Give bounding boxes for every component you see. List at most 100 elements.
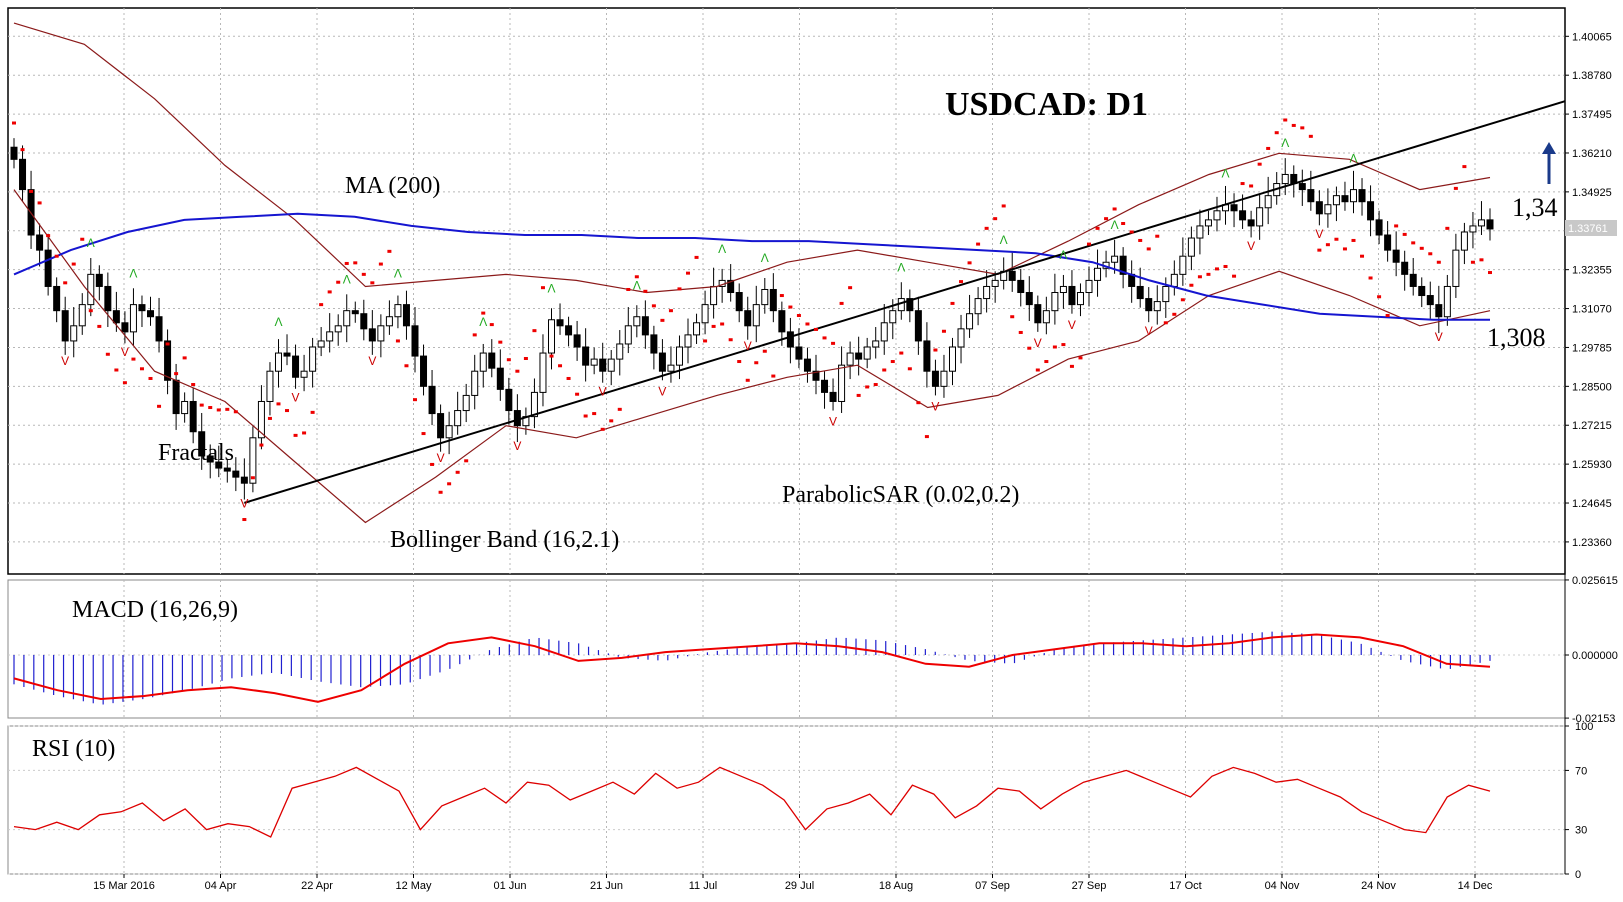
sar-dot bbox=[421, 432, 426, 436]
candle bbox=[880, 304, 888, 355]
candle bbox=[829, 378, 837, 411]
candle bbox=[1384, 221, 1392, 262]
candle-body bbox=[1162, 285, 1170, 303]
price-tick-label: 1.25930 bbox=[1572, 459, 1612, 471]
time-tick-label: 04 Apr bbox=[205, 880, 237, 892]
sar-dot bbox=[182, 356, 187, 360]
candle-body bbox=[1170, 273, 1178, 287]
candle bbox=[1068, 270, 1076, 314]
candle bbox=[479, 343, 487, 388]
candle-body bbox=[87, 273, 95, 306]
bollinger-label: Bollinger Band (16,2.1) bbox=[390, 527, 619, 553]
candle-body bbox=[803, 358, 811, 372]
sar-dot bbox=[711, 324, 716, 328]
candle bbox=[1324, 188, 1332, 228]
candle bbox=[761, 277, 769, 314]
candle bbox=[1187, 226, 1195, 271]
time-tick-label: 29 Jul bbox=[785, 880, 814, 892]
candle bbox=[87, 258, 95, 317]
candle bbox=[402, 290, 410, 340]
sar-dot bbox=[1428, 252, 1433, 256]
sar-dot bbox=[1351, 238, 1356, 242]
candle bbox=[616, 330, 624, 376]
sar-dot bbox=[293, 433, 298, 437]
candle bbox=[266, 362, 274, 416]
sar-dot bbox=[1052, 345, 1057, 349]
sar-dot bbox=[1214, 267, 1219, 271]
price-tick-label: 1.29785 bbox=[1572, 342, 1612, 354]
candle bbox=[44, 233, 52, 296]
candle bbox=[1418, 277, 1426, 308]
candle bbox=[420, 344, 428, 396]
candle-body bbox=[530, 391, 538, 418]
candle-body bbox=[53, 285, 61, 312]
price-tick-label: 1.28500 bbox=[1572, 381, 1612, 393]
candle-body bbox=[821, 379, 829, 393]
candle-body bbox=[667, 364, 675, 372]
candle-body bbox=[633, 316, 641, 327]
fractal-up-mark: Λ bbox=[897, 260, 905, 274]
candle bbox=[181, 392, 189, 423]
rsi-line bbox=[13, 766, 1491, 838]
candle-body bbox=[402, 304, 410, 327]
candle-body bbox=[991, 279, 999, 287]
sar-dot bbox=[1402, 232, 1407, 236]
candle bbox=[991, 271, 999, 303]
candle bbox=[957, 314, 965, 364]
candle-body bbox=[812, 370, 820, 381]
candle bbox=[530, 378, 538, 429]
sar-dot bbox=[600, 427, 605, 431]
candle bbox=[1094, 249, 1102, 297]
sar-label: ParabolicSAR (0.02,0.2) bbox=[782, 482, 1019, 508]
candle-body bbox=[786, 331, 794, 348]
sar-dot bbox=[1044, 360, 1049, 364]
sar-dot bbox=[788, 305, 793, 309]
candle-body bbox=[232, 470, 240, 478]
candle-body bbox=[1034, 304, 1042, 324]
candle-body bbox=[1213, 210, 1221, 221]
candle bbox=[607, 350, 615, 386]
sar-dot bbox=[481, 311, 486, 315]
sar-dot bbox=[1206, 272, 1211, 276]
candle bbox=[769, 273, 777, 323]
candle bbox=[821, 371, 829, 409]
candle-body bbox=[505, 388, 513, 412]
candle-body bbox=[983, 285, 991, 300]
fractal-down-mark: V bbox=[744, 339, 752, 353]
candle-body bbox=[1358, 189, 1366, 203]
candle-body bbox=[727, 279, 735, 294]
candle bbox=[906, 289, 914, 323]
fractal-up-mark: Λ bbox=[718, 242, 726, 256]
candle bbox=[394, 295, 402, 329]
candle bbox=[752, 285, 760, 343]
candle-body bbox=[931, 370, 939, 387]
candle-body bbox=[121, 322, 129, 333]
candle-body bbox=[1392, 249, 1400, 263]
candle-body bbox=[889, 310, 897, 324]
candle-body bbox=[206, 455, 214, 463]
sar-dot bbox=[46, 234, 51, 238]
sar-dot bbox=[1308, 134, 1313, 138]
candle-body bbox=[471, 370, 479, 396]
sar-dot bbox=[1266, 146, 1271, 150]
candle-body bbox=[428, 385, 436, 415]
fractal-up-mark: Λ bbox=[761, 251, 769, 265]
candle bbox=[1196, 209, 1204, 255]
sar-dot bbox=[728, 338, 733, 342]
candle-body bbox=[189, 400, 197, 433]
candle-body bbox=[215, 461, 223, 469]
candle-body bbox=[1452, 249, 1460, 287]
candle-body bbox=[454, 410, 462, 427]
sar-dot bbox=[302, 431, 307, 435]
fractal-down-mark: V bbox=[292, 390, 300, 404]
sar-dot bbox=[959, 280, 964, 284]
candle-body bbox=[906, 298, 914, 312]
sar-dot bbox=[720, 322, 725, 326]
candle-body bbox=[1264, 195, 1272, 209]
current-price-marker: 1.33761 bbox=[1565, 220, 1617, 236]
candle bbox=[309, 337, 317, 388]
candle-body bbox=[61, 310, 69, 342]
candle bbox=[1367, 185, 1375, 237]
sar-dot bbox=[703, 339, 708, 343]
sar-dot bbox=[216, 408, 221, 412]
